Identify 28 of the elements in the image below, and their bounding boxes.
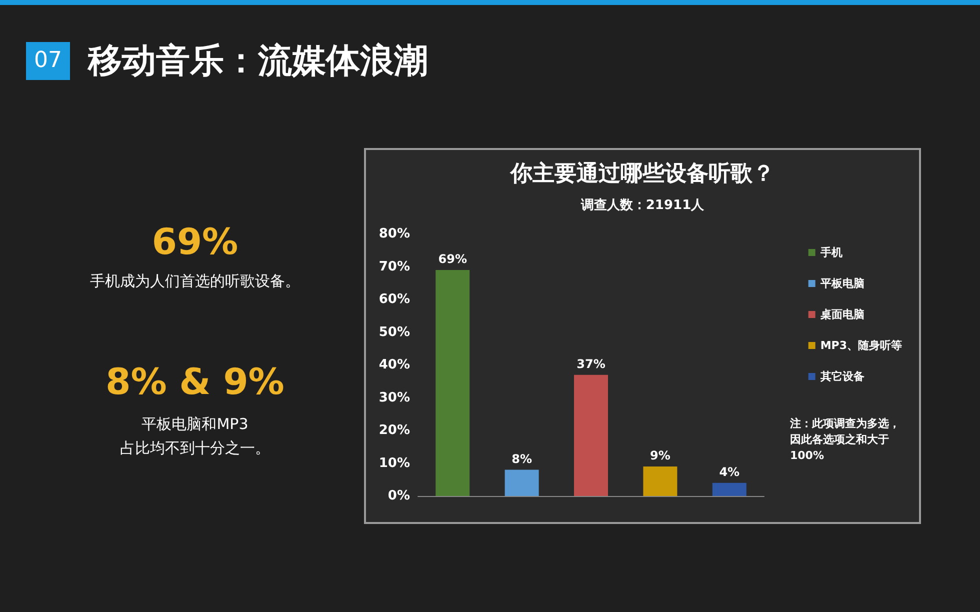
chart-title: 你主要通过哪些设备听歌？ — [510, 160, 774, 186]
legend-label: 其它设备 — [819, 370, 864, 383]
y-tick-label: 20% — [378, 423, 410, 438]
y-tick-label: 80% — [378, 226, 410, 242]
y-tick-label: 30% — [378, 390, 410, 406]
y-tick-label: 0% — [388, 488, 410, 504]
legend-label: 平板电脑 — [819, 277, 864, 290]
text: 平板电脑和MP3 占比均不到十分之一。 — [120, 415, 270, 457]
data-label: 69% — [438, 252, 467, 266]
y-tick-label: 40% — [378, 358, 410, 372]
y-tick-label: 50% — [378, 324, 410, 340]
legend-label: 手机 — [819, 246, 842, 259]
y-tick-label: 70% — [378, 259, 410, 274]
text: 07 — [26, 42, 70, 80]
data-label: 9% — [650, 448, 670, 463]
y-tick-label: 10% — [378, 456, 410, 471]
data-label: 4% — [719, 464, 740, 479]
text: 注：此项调查为多选，因此各选项之和大于100% — [790, 416, 901, 464]
legend-label: 桌面电脑 — [819, 308, 864, 321]
text: 69% — [152, 222, 238, 263]
chart-subtitle: 调查人数：21911人 — [580, 198, 706, 213]
text: 8% & 9% — [106, 362, 284, 403]
data-label: 37% — [576, 356, 606, 371]
legend-label: MP3、随身听等 — [820, 339, 902, 352]
y-tick-label: 60% — [378, 292, 410, 307]
text: 手机成为人们首选的听歌设备。 — [90, 272, 300, 290]
text: 移动音乐：流媒体浪潮 — [88, 40, 428, 83]
data-label: 8% — [512, 452, 532, 466]
